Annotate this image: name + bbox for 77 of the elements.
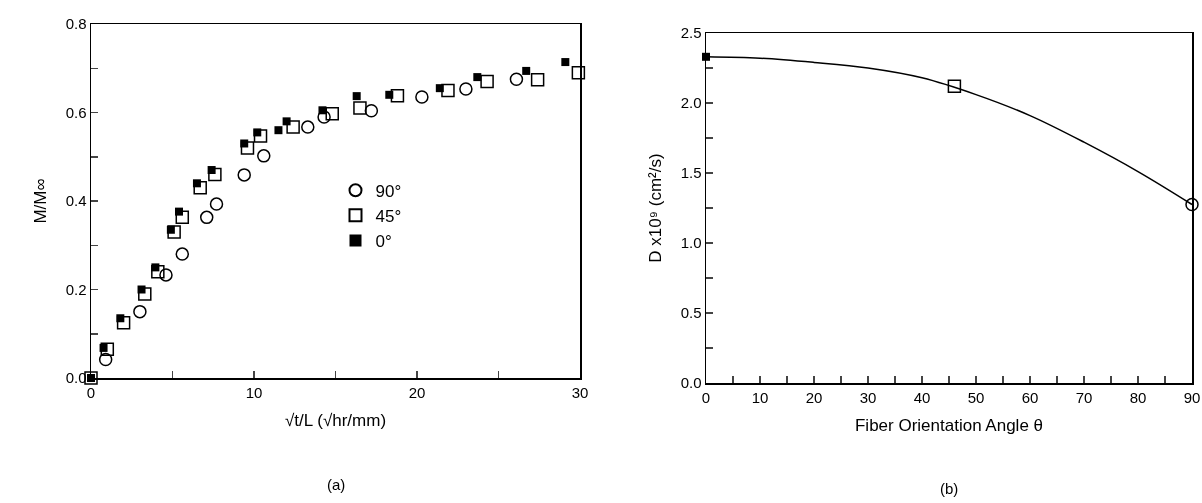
point: [353, 101, 367, 115]
point: [480, 74, 494, 89]
point: [530, 73, 545, 87]
y-tick-label: 2.5: [680, 24, 702, 42]
point: [175, 207, 184, 216]
legend-label: 0°: [375, 232, 392, 252]
point: [208, 167, 222, 182]
point: [318, 106, 327, 115]
point: [435, 84, 444, 93]
text: 1.0: [680, 234, 702, 252]
point: [209, 197, 224, 211]
text: (a): [327, 476, 346, 493]
point: [282, 117, 291, 126]
x-tick-label: 80: [1129, 388, 1147, 406]
point: [100, 342, 115, 356]
x-tick-label: 10: [245, 383, 263, 401]
y-tick-label: 1.5: [680, 164, 702, 182]
point: [1185, 197, 1199, 212]
x-tick-label: 20: [408, 383, 426, 401]
x-axis-title: Fiber Orientation Angle θ: [854, 415, 1044, 435]
y-tick-label: 0.4: [65, 192, 87, 210]
point: [237, 168, 251, 182]
x-tick-label: 20: [805, 388, 823, 406]
text: 2.0: [680, 94, 702, 112]
x-tick-label: 30: [571, 383, 589, 401]
point: [441, 83, 455, 98]
point: [257, 149, 271, 163]
point: [522, 66, 531, 75]
point: [199, 210, 214, 225]
point: [561, 58, 570, 67]
y-tick-label: 0.8: [65, 15, 87, 33]
y-tick-label: 0.6: [65, 103, 87, 121]
x-tick-label: 90: [1183, 388, 1201, 406]
point: [509, 72, 524, 87]
x-tick-label: 0: [86, 383, 96, 401]
point: [459, 82, 473, 96]
text: 0.0: [680, 374, 702, 392]
point: [286, 120, 300, 134]
legend-label: 90°: [375, 181, 402, 201]
x-axis-title: √t/L (√hr/mm): [284, 410, 387, 430]
x-tick-label: 30: [859, 388, 877, 406]
point: [151, 265, 165, 279]
point: [274, 126, 283, 135]
point: [159, 268, 173, 282]
point: [473, 73, 482, 82]
point: [253, 129, 268, 143]
x-tick-label: 70: [1075, 388, 1093, 406]
point: [947, 79, 962, 93]
point: [167, 225, 181, 239]
point: [175, 210, 190, 225]
point: [133, 304, 147, 319]
y-axis-title: D x10⁹ (cm²/s): [646, 153, 666, 263]
point: [390, 88, 405, 103]
point: [193, 180, 207, 195]
y-tick-label: 0.5: [680, 304, 702, 322]
point: [364, 103, 379, 118]
point: [317, 110, 331, 124]
point: [240, 141, 255, 155]
y-tick-label: 0.2: [65, 280, 87, 298]
point: [175, 247, 190, 261]
point: [352, 92, 361, 101]
point: [98, 352, 113, 367]
x-tick-label: 0: [701, 388, 711, 406]
point: [116, 315, 131, 330]
point: [415, 90, 429, 104]
y-axis-title: M/M∞: [31, 178, 51, 224]
point: [301, 120, 315, 134]
point: [385, 90, 394, 99]
legend-label: 45°: [375, 206, 402, 226]
point: [138, 287, 152, 301]
point: [325, 107, 339, 121]
point: [571, 65, 586, 80]
x-tick-label: 50: [967, 388, 985, 406]
text: (b): [940, 480, 959, 497]
x-tick-label: 40: [913, 388, 931, 406]
x-tick-label: 10: [751, 388, 769, 406]
x-tick-label: 60: [1021, 388, 1039, 406]
